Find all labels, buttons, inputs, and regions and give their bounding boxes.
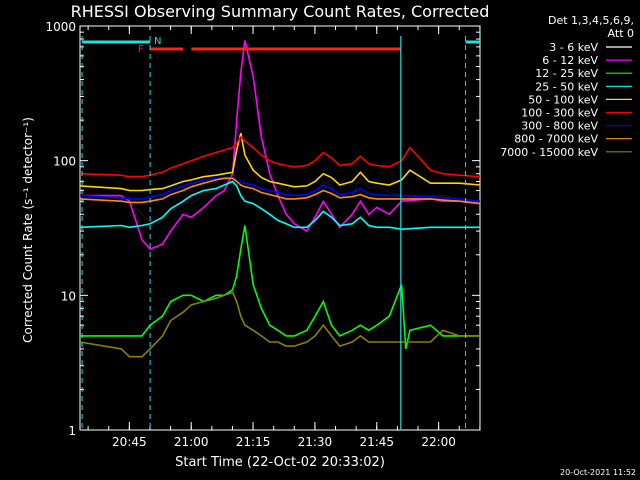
y-axis-label: Corrected Count Rate (s⁻¹ detector⁻¹) [21, 117, 35, 343]
y-tick-label: 1000 [45, 20, 76, 34]
series-layer [79, 40, 481, 358]
y-axis: 1 10 100 1000 [45, 20, 480, 438]
series-7000-15000-kev [79, 291, 480, 358]
f-flag-label: F [138, 44, 144, 55]
x-tick-label: 21:30 [298, 435, 333, 449]
chart-title: RHESSI Observing Summary Count Rates, Co… [71, 2, 490, 21]
legend-label: 800 - 7000 keV [514, 133, 598, 146]
legend-label: 6 - 12 keV [542, 54, 598, 67]
timestamp: 20-Oct-2021 11:52 [560, 468, 636, 477]
series-50-100-kev [79, 133, 481, 192]
x-tick-label: 21:45 [359, 435, 394, 449]
legend-label: 25 - 50 keV [535, 80, 598, 93]
x-axis: 20:45 21:00 21:15 21:30 21:45 22:00 [87, 26, 481, 449]
legend-label: 300 - 800 keV [521, 120, 598, 133]
legend-label: 50 - 100 keV [528, 93, 598, 106]
flags-layer: F N [81, 36, 480, 430]
series-25-50-kev [79, 180, 480, 231]
series-12-25-kev [80, 225, 480, 350]
x-tick-label: 22:00 [421, 435, 456, 449]
legend-label: 100 - 300 keV [521, 107, 598, 120]
series-3-6-kev [80, 73, 481, 223]
y-tick-label: 10 [61, 289, 76, 303]
x-tick-label: 21:00 [174, 435, 209, 449]
legend-label: 7000 - 15000 keV [500, 146, 598, 159]
series-300-800-kev [79, 176, 481, 202]
legend-header-2: Att 0 [608, 27, 634, 40]
series-800-7000-kev [79, 177, 481, 205]
y-tick-label: 100 [53, 155, 76, 169]
x-tick-label: 21:15 [236, 435, 271, 449]
x-tick-label: 20:45 [112, 435, 147, 449]
y-tick-label: 1 [68, 424, 76, 438]
x-axis-label: Start Time (22-Oct-02 20:33:02) [175, 455, 385, 470]
legend-label: 12 - 25 keV [535, 67, 598, 80]
n-flag-label: N [154, 36, 161, 47]
series-100-300-kev [79, 135, 481, 178]
series-6-12-kev [80, 40, 481, 251]
legend-label: 3 - 6 keV [549, 41, 598, 54]
legend-header-1: Det 1,3,4,5,6,9, [548, 14, 634, 27]
